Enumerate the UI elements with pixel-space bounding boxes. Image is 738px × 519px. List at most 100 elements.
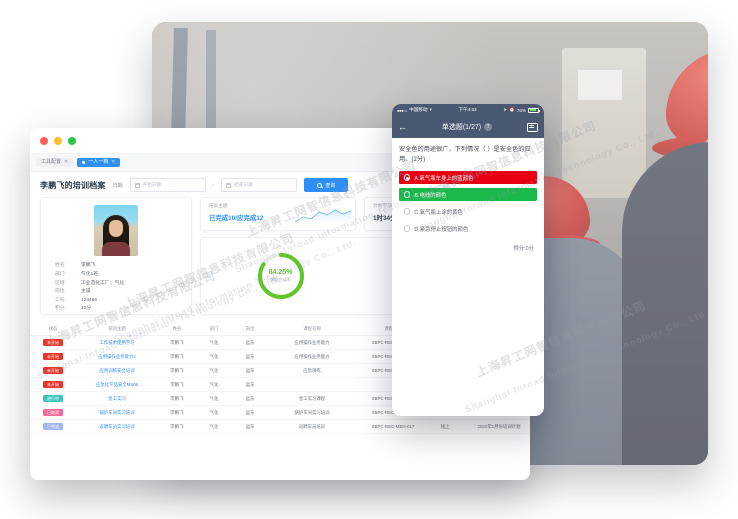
score-label: 得分:0分: [513, 246, 534, 253]
profile-field: 区域: 工业造化工厂；气化: [55, 280, 177, 289]
field-value: 主操: [81, 289, 91, 295]
status-badge-label: 已完成: [43, 422, 63, 431]
cell-post: 运东: [245, 409, 255, 415]
phone-navbar: ← 单选题(1/27) ?: [392, 116, 544, 138]
cell-topic: 应用操作业务能力2: [98, 353, 136, 359]
start-date-input[interactable]: 开始日期: [129, 178, 206, 192]
alarm-icon: ⏰: [509, 107, 515, 112]
option-list: A.氧气瓶车身上的蓝颜色 B.电线的颜色 C.氧气瓶上涂的黄色 D.紧急停止按钮的颜色: [399, 171, 537, 235]
quiz-option[interactable]: A.氧气瓶车身上的蓝颜色: [399, 171, 537, 185]
profile-card: 姓名: 李鹏飞 部门: 气化1班 区域: 工业造化工厂；气化 岗位:: [40, 197, 192, 315]
cell-post: 运东: [245, 381, 255, 387]
window-minimize-icon[interactable]: [54, 136, 62, 145]
avatar: [94, 205, 138, 257]
field-value: 李鹏飞: [81, 263, 96, 269]
cell-dept: 气化: [209, 381, 219, 387]
cell-post: 运东: [245, 353, 255, 359]
cell-course: 返聘车员培训: [298, 423, 326, 429]
tab-label: 工具配置: [41, 159, 62, 165]
cell-plan: 2020年1月份培训计划: [477, 423, 521, 429]
tab-dot-icon: [82, 161, 86, 164]
tab-close-icon[interactable]: ✕: [111, 159, 116, 165]
profile-field: 工号: 123456: [55, 297, 177, 306]
profile-field: 姓名: 李鹏飞: [55, 262, 177, 271]
training-topic-card: 培训主题: 已完成10/应完成12: [200, 197, 356, 231]
help-icon[interactable]: ?: [484, 123, 493, 131]
cell-code: SBPC-REC-MEH-017: [371, 424, 415, 429]
search-icon: [317, 182, 323, 188]
cell-name: 李鹏飞: [170, 339, 184, 345]
phone-mockup: ●●●○○ 中国移动 ▾ 下午4:53 ➤ ⏰ 76% ← 单选题(1/27) …: [392, 104, 544, 416]
quiz-option[interactable]: D.紧急停止按钮的颜色: [399, 222, 537, 235]
date-filter-label: 日期: [112, 182, 123, 189]
status-badge-label: 未开始: [43, 380, 63, 389]
status-badge-label: 未开始: [43, 338, 63, 347]
tab-close-icon[interactable]: ✕: [64, 159, 69, 165]
status-badge: 未开始: [30, 380, 76, 389]
radio-icon[interactable]: [404, 191, 411, 198]
cell-course: 应用操作业务能力: [294, 353, 330, 359]
field-key: 部门:: [55, 272, 66, 278]
metric-label: 培训主题:: [209, 203, 229, 208]
cell-dept: 气化: [209, 395, 219, 401]
cell-name: 李鹏飞: [170, 395, 184, 401]
worker-body: [622, 142, 708, 465]
cell-name: 李鹏飞: [170, 367, 184, 373]
cell-post: 运东: [245, 423, 255, 429]
radio-icon[interactable]: [404, 174, 411, 181]
location-arrow-icon: ➤: [503, 107, 508, 112]
back-arrow-icon[interactable]: ←: [398, 121, 407, 132]
profile-field: 岗位: 主操: [55, 288, 177, 297]
question-panel: 安全色的用途很广，下列情况（ ）是安全色的应用。(2分) A.氧气瓶车身上的蓝颜…: [392, 138, 544, 253]
battery-icon: [527, 107, 540, 113]
profile-info-list: 姓名: 李鹏飞 部门: 气化1班 区域: 工业造化工厂；气化 岗位:: [41, 262, 191, 314]
metric-value: 已完成10/应完成12: [209, 215, 264, 222]
field-key: 工号:: [55, 297, 66, 303]
cell-dept: 气化: [209, 423, 219, 429]
question-text: 安全色的用途很广，下列情况（ ）是安全色的应用。(2分): [399, 146, 531, 163]
radio-icon[interactable]: [404, 208, 411, 215]
column-header-status: 状态: [48, 325, 58, 331]
carrier-label: 中国移动: [409, 107, 428, 112]
field-value: 工业造化工厂；气化: [81, 280, 125, 286]
cell-topic: 金工实习: [108, 395, 126, 401]
window-maximize-icon[interactable]: [68, 136, 76, 145]
cell-dept: 气化: [209, 339, 219, 345]
status-badge-label: 未开始: [43, 352, 63, 361]
quiz-option-label: D.紧急停止按钮的颜色: [414, 226, 469, 233]
tab-tool-config[interactable]: 工具配置 ✕: [36, 158, 74, 167]
column-header-post: 岗位: [245, 325, 255, 331]
cell-name: 李鹏飞: [170, 409, 184, 415]
status-badge: 未开始: [30, 352, 76, 361]
metric-value: 1时34分: [373, 215, 397, 222]
column-header-dept: 部门: [209, 325, 219, 331]
status-badge-label: 未开始: [43, 366, 63, 375]
tab-label: 一人一档: [88, 159, 109, 165]
start-date-placeholder: 开始日期: [142, 182, 162, 187]
status-badge: 进行中: [30, 394, 76, 403]
metric-label: 计划学习时长:: [373, 203, 402, 208]
quiz-option-label: B.电线的颜色: [414, 192, 447, 199]
cell-post: 运东: [245, 395, 255, 401]
query-button[interactable]: 查询: [304, 178, 349, 192]
cell-dept: 气化: [209, 409, 219, 415]
answer-card-icon[interactable]: [527, 122, 538, 132]
quiz-option-label: A.氧气瓶车身上的蓝颜色: [414, 175, 474, 182]
cell-name: 李鹏飞: [170, 381, 184, 387]
end-date-input[interactable]: 结束日期: [221, 178, 298, 192]
battery-percent-label: 76%: [516, 107, 526, 113]
cell-course: 金工实习课程: [298, 395, 326, 401]
date-range-separator: -: [212, 182, 215, 188]
donut-value: 84.25%: [268, 269, 293, 276]
cell-teacher: 线上: [440, 423, 450, 429]
tab-one-person-one-file[interactable]: 一人一档 ✕: [77, 158, 121, 167]
radio-icon[interactable]: [404, 225, 411, 232]
cell-dept: 气化: [209, 353, 219, 359]
field-value: 气化1班: [81, 272, 99, 278]
window-close-icon[interactable]: [40, 136, 48, 145]
field-value: 10分: [81, 306, 92, 312]
quiz-option[interactable]: B.电线的颜色: [399, 188, 537, 202]
table-row[interactable]: 已完成 返聘车员实习培训 李鹏飞 气化 运东 返聘车员培训 SBPC-REC-MEH-017…: [30, 420, 530, 434]
quiz-option[interactable]: C.氧气瓶上涂的黄色: [399, 205, 537, 218]
profile-field: 部门: 气化1班: [55, 271, 177, 280]
